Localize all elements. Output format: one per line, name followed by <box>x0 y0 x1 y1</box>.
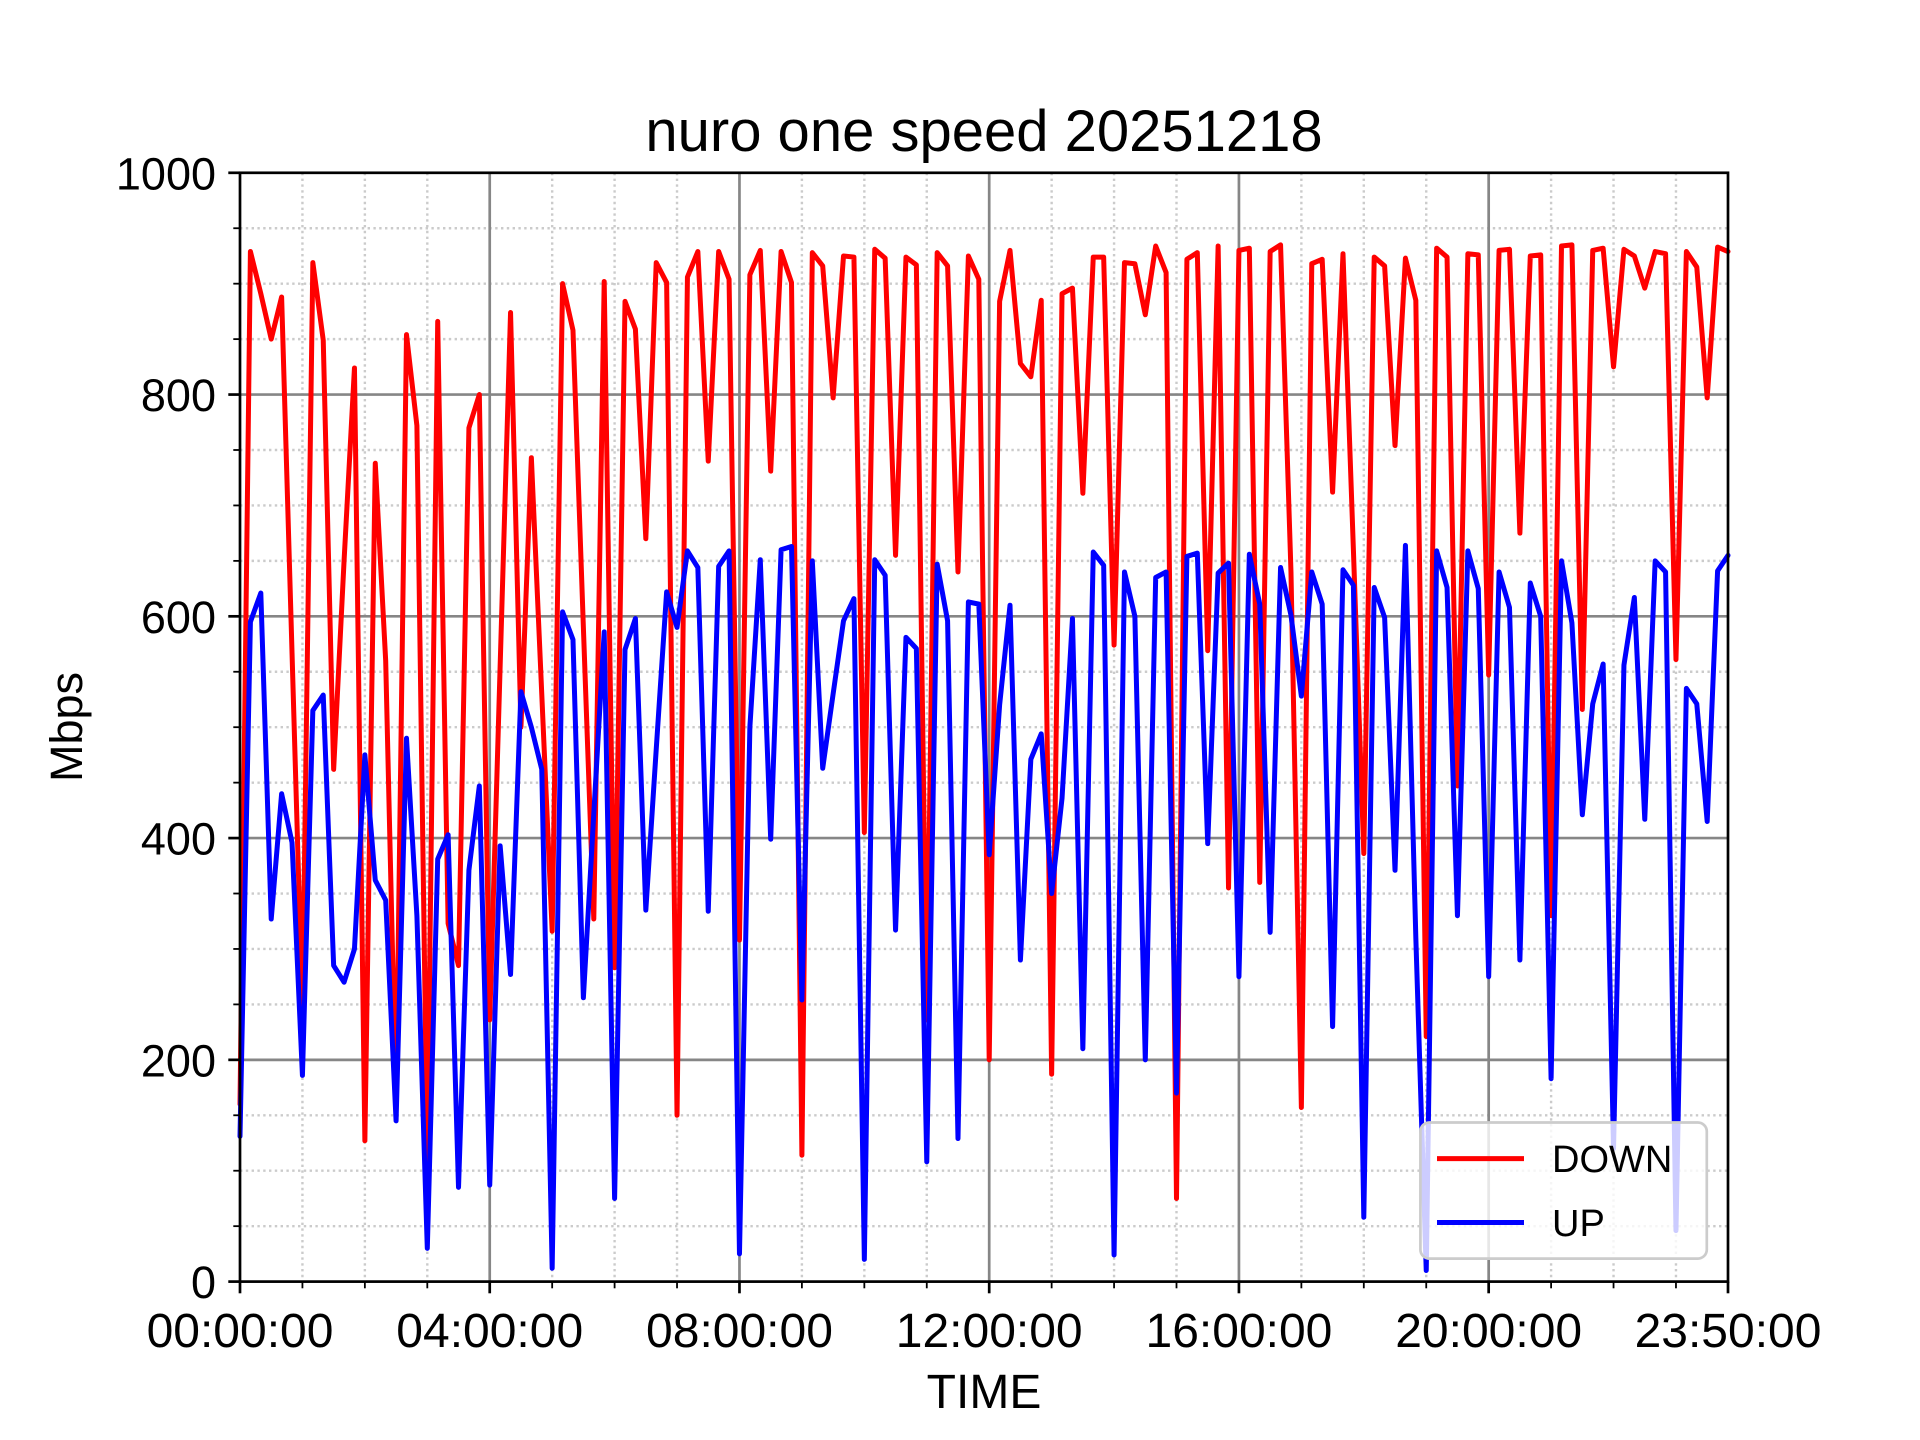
svg-text:800: 800 <box>141 370 216 421</box>
svg-text:12:00:00: 12:00:00 <box>896 1305 1083 1358</box>
svg-text:DOWN: DOWN <box>1552 1139 1672 1181</box>
svg-text:08:00:00: 08:00:00 <box>646 1305 833 1358</box>
svg-text:04:00:00: 04:00:00 <box>396 1305 583 1358</box>
svg-text:0: 0 <box>191 1257 216 1308</box>
svg-text:400: 400 <box>141 814 216 865</box>
svg-text:UP: UP <box>1552 1203 1605 1245</box>
svg-text:23:50:00: 23:50:00 <box>1635 1305 1822 1358</box>
svg-text:600: 600 <box>141 592 216 643</box>
svg-text:00:00:00: 00:00:00 <box>147 1305 334 1358</box>
svg-text:1000: 1000 <box>116 148 216 199</box>
svg-text:200: 200 <box>141 1035 216 1086</box>
svg-text:Mbps: Mbps <box>41 672 92 782</box>
svg-text:20:00:00: 20:00:00 <box>1395 1305 1582 1358</box>
svg-text:16:00:00: 16:00:00 <box>1146 1305 1333 1358</box>
svg-text:TIME: TIME <box>927 1366 1042 1419</box>
svg-text:nuro one speed 20251218: nuro one speed 20251218 <box>645 99 1322 164</box>
